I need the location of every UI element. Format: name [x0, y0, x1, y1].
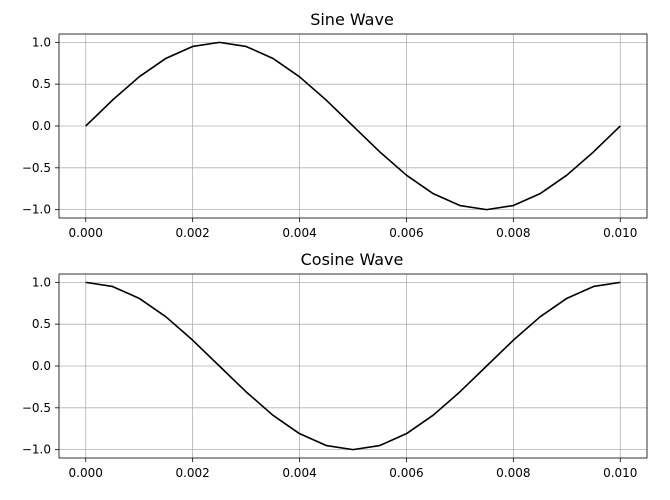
- x-tick-label: 0.002: [175, 226, 209, 240]
- x-tick-label: 0.004: [282, 226, 316, 240]
- y-tick-label: −0.5: [22, 401, 51, 415]
- y-tick-label: −0.5: [22, 161, 51, 175]
- x-tick-label: 0.006: [389, 466, 423, 480]
- cosine-wave-chart: Cosine Wave 0.000 0.002 0.004 0.006 0.008 0.0…: [22, 250, 648, 480]
- y-tick-label: 0.0: [32, 359, 51, 373]
- y-tick-label: −1.0: [22, 203, 51, 217]
- x-tick-label: 0.010: [603, 466, 637, 480]
- x-axis-ticks: 0.000 0.002 0.004 0.006 0.008 0.010: [69, 218, 637, 240]
- x-tick-label: 0.004: [282, 466, 316, 480]
- y-tick-label: 1.0: [32, 35, 51, 49]
- y-tick-label: 0.5: [32, 77, 51, 91]
- x-tick-label: 0.002: [175, 466, 209, 480]
- x-tick-label: 0.000: [69, 466, 103, 480]
- series-lines: [85, 281, 621, 451]
- x-axis-ticks: 0.000 0.002 0.004 0.006 0.008 0.010: [69, 458, 637, 480]
- y-axis-ticks: 1.0 0.5 0.0 −0.5 −1.0: [22, 275, 59, 457]
- x-tick-label: 0.008: [496, 466, 530, 480]
- x-tick-label: 0.008: [496, 226, 530, 240]
- x-tick-label: 0.010: [603, 226, 637, 240]
- y-tick-label: 0.0: [32, 119, 51, 133]
- sine-wave-chart: Sine Wave 0.000 0.002 0.004 0.006 0.008 0.010…: [22, 10, 648, 240]
- y-axis-ticks: 1.0 0.5 0.0 −0.5 −1.0: [22, 35, 59, 217]
- y-tick-label: −1.0: [22, 443, 51, 457]
- x-tick-label: 0.000: [69, 226, 103, 240]
- y-tick-label: 0.5: [32, 317, 51, 331]
- series-line: [85, 41, 621, 211]
- x-tick-label: 0.006: [389, 226, 423, 240]
- series-line: [85, 281, 621, 451]
- chart-title: Sine Wave: [310, 10, 394, 29]
- y-tick-label: 1.0: [32, 275, 51, 289]
- series-lines: [85, 41, 621, 211]
- chart-title: Cosine Wave: [301, 250, 404, 269]
